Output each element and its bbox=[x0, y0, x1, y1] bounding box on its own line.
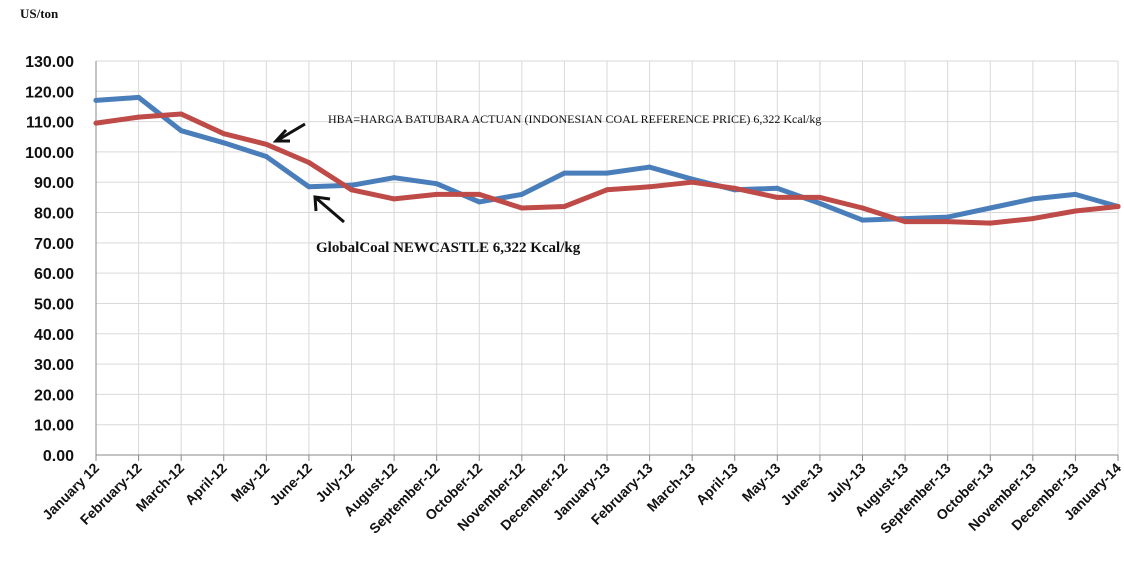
y-tick-label: 120.00 bbox=[25, 84, 74, 101]
data-point bbox=[136, 94, 142, 100]
data-point bbox=[945, 214, 951, 220]
data-point bbox=[732, 185, 738, 191]
data-point bbox=[604, 187, 610, 193]
data-point bbox=[774, 185, 780, 191]
hba-arrow-icon bbox=[277, 122, 306, 142]
x-tick-label: June-13 bbox=[777, 460, 826, 509]
data-point bbox=[860, 205, 865, 211]
hba-arrowhead-icon bbox=[272, 128, 290, 143]
y-tick-label: 100.00 bbox=[25, 145, 74, 162]
data-point bbox=[93, 120, 99, 126]
data-point bbox=[987, 220, 993, 226]
data-point bbox=[434, 191, 440, 197]
data-point bbox=[221, 131, 227, 137]
x-tick-label: April-13 bbox=[693, 460, 741, 508]
data-point bbox=[689, 179, 695, 185]
globalcoal-series-annotation: GlobalCoal NEWCASTLE 6,322 Kcal/kg bbox=[316, 240, 581, 256]
data-point bbox=[561, 170, 567, 176]
data-point bbox=[519, 191, 525, 197]
data-point bbox=[178, 128, 184, 134]
y-tick-label: 50.00 bbox=[34, 296, 74, 313]
data-point bbox=[391, 196, 397, 202]
globalcoal-arrow-icon bbox=[315, 196, 345, 224]
data-point bbox=[1072, 208, 1078, 214]
data-point bbox=[604, 170, 610, 176]
y-tick-label: 70.00 bbox=[34, 236, 74, 253]
data-point bbox=[1030, 216, 1036, 222]
data-point bbox=[178, 111, 184, 117]
y-tick-label: 10.00 bbox=[34, 418, 74, 435]
y-tick-label: 30.00 bbox=[34, 357, 74, 374]
data-point bbox=[263, 141, 269, 147]
globalcoal-arrowhead-icon bbox=[313, 195, 331, 212]
y-tick-label: 110.00 bbox=[26, 115, 74, 132]
data-point bbox=[987, 205, 993, 211]
y-tick-label: 60.00 bbox=[34, 266, 74, 283]
data-point bbox=[902, 219, 908, 225]
data-point bbox=[1030, 196, 1036, 202]
y-tick-label: 40.00 bbox=[34, 327, 74, 344]
data-point bbox=[774, 194, 780, 200]
data-point bbox=[434, 181, 440, 187]
data-point bbox=[647, 184, 653, 190]
data-point bbox=[1115, 203, 1121, 209]
data-point bbox=[647, 164, 653, 170]
y-tick-label: 80.00 bbox=[34, 206, 74, 223]
data-point bbox=[349, 187, 354, 193]
x-tick-label: June-12 bbox=[266, 460, 315, 509]
y-tick-label: 130.00 bbox=[25, 54, 74, 71]
y-tick-label: 90.00 bbox=[34, 175, 74, 192]
series-layer bbox=[93, 94, 1121, 226]
data-point bbox=[263, 153, 269, 159]
y-axis-unit-label: US/ton bbox=[20, 6, 59, 21]
hba-series-annotation: HBA=HARGA BATUBARA ACTUAN (INDONESIAN CO… bbox=[328, 112, 822, 126]
data-point bbox=[306, 184, 312, 190]
data-point bbox=[945, 219, 951, 225]
y-tick-label: 20.00 bbox=[34, 387, 74, 404]
annotation-arrows bbox=[272, 122, 345, 224]
data-point bbox=[221, 140, 227, 146]
y-tick-label: 0.00 bbox=[43, 448, 74, 465]
x-tick-label: April-12 bbox=[182, 460, 230, 508]
data-point bbox=[860, 217, 865, 223]
data-point bbox=[391, 175, 397, 181]
grid-layer bbox=[95, 60, 1119, 456]
data-point bbox=[561, 203, 567, 209]
data-point bbox=[93, 97, 99, 103]
data-point bbox=[817, 200, 823, 206]
data-point bbox=[476, 199, 482, 205]
data-point bbox=[136, 114, 142, 120]
data-point bbox=[476, 191, 482, 197]
data-point bbox=[519, 205, 525, 211]
data-point bbox=[1072, 191, 1078, 197]
data-point bbox=[817, 194, 823, 200]
data-point bbox=[306, 160, 312, 166]
